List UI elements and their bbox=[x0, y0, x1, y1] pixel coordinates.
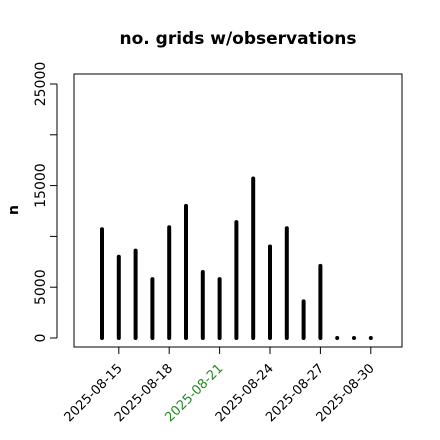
y-tick-label: 0 bbox=[33, 334, 49, 343]
chart-title: no. grids w/observations bbox=[120, 29, 357, 49]
bar-series bbox=[100, 176, 373, 340]
y-tick-label: 5000 bbox=[33, 269, 49, 305]
x-axis: 2025-08-152025-08-182025-08-212025-08-24… bbox=[62, 346, 378, 425]
y-tick-label: 15000 bbox=[33, 163, 49, 208]
bar-zero bbox=[368, 336, 373, 340]
y-axis: 0 5000 15000 25000 bbox=[33, 62, 58, 343]
bar-zero bbox=[335, 336, 340, 340]
y-axis-label: n bbox=[6, 205, 22, 215]
y-tick-label: 25000 bbox=[33, 62, 49, 107]
bar-zero bbox=[352, 336, 356, 340]
